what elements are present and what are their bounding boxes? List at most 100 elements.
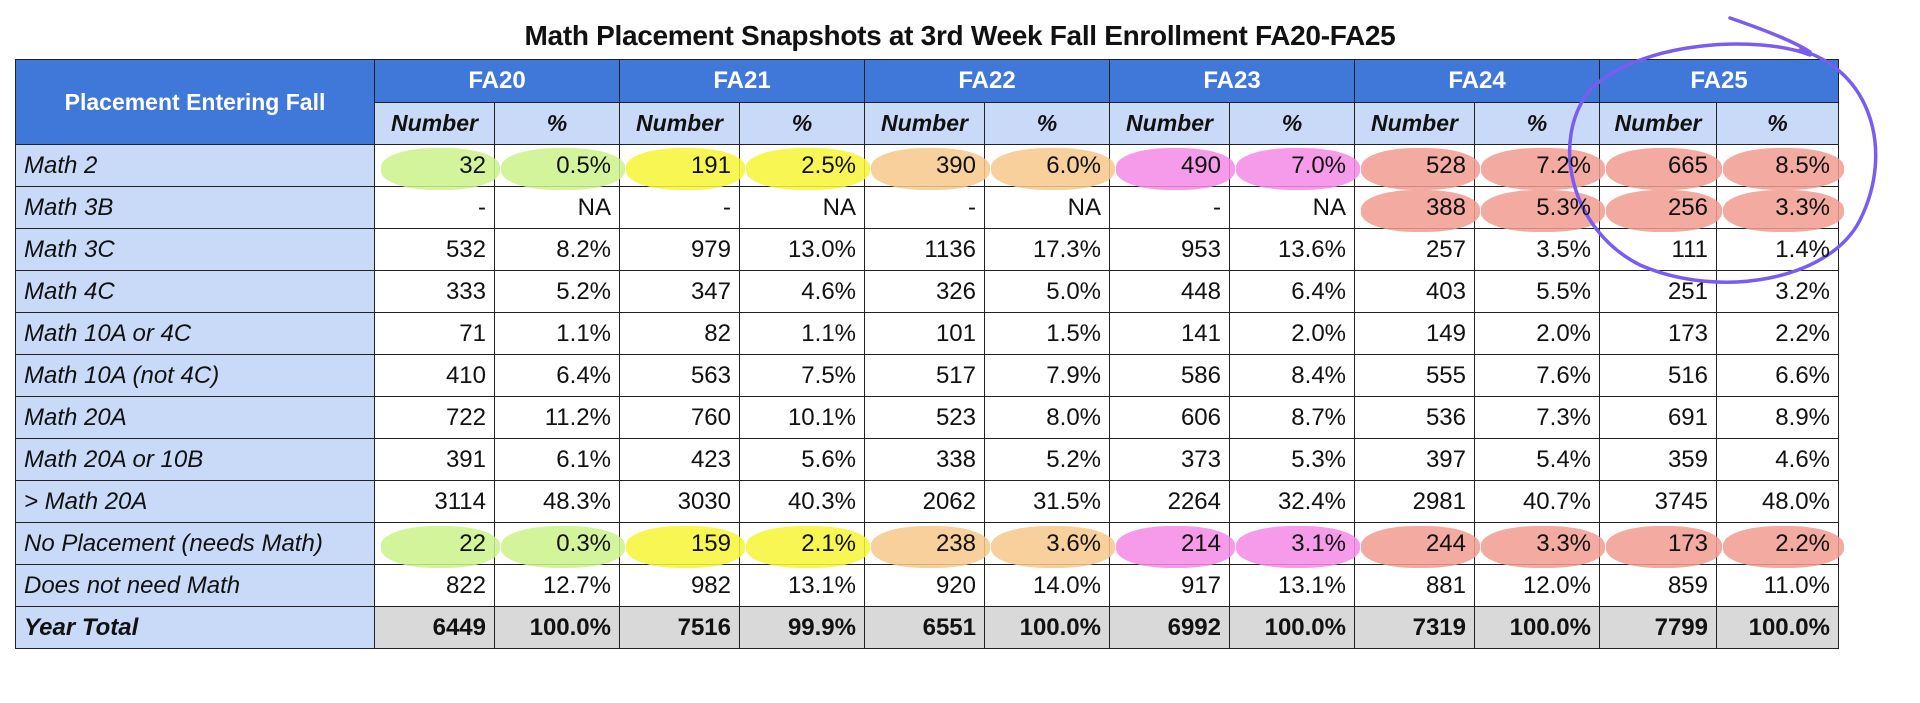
percent-cell: 100.0% xyxy=(1229,606,1355,649)
cell-value: 111 xyxy=(1671,235,1708,263)
cell-value: 1136 xyxy=(924,235,976,263)
cell-value: 5.2% xyxy=(556,277,611,305)
number-cell: 490 xyxy=(1109,144,1235,190)
number-cell: 159 xyxy=(619,522,745,568)
cell-value: 100.0% xyxy=(1264,613,1346,641)
cell-value: 423 xyxy=(690,445,731,473)
cell-value: 257 xyxy=(1425,235,1466,263)
percent-cell: 5.3% xyxy=(1229,438,1355,481)
row-label: Math 20A xyxy=(15,396,375,439)
number-cell: 528 xyxy=(1354,144,1480,190)
cell-value: 13.1% xyxy=(787,571,856,599)
cell-value: 12.0% xyxy=(1522,571,1591,599)
number-cell: 82 xyxy=(619,312,740,355)
cell-value: NA xyxy=(1067,193,1101,221)
page-title: Math Placement Snapshots at 3rd Week Fal… xyxy=(524,20,1396,51)
cell-value: 390 xyxy=(935,151,976,179)
cell-value: 5.0% xyxy=(1046,277,1101,305)
cell-value: 822 xyxy=(445,571,486,599)
percent-cell: 8.0% xyxy=(984,396,1110,439)
cell-value: 7.9% xyxy=(1046,361,1101,389)
percent-cell: 99.9% xyxy=(739,606,865,649)
cell-value: 536 xyxy=(1425,403,1466,431)
percent-cell: 6.6% xyxy=(1716,354,1839,397)
percent-cell: 8.4% xyxy=(1229,354,1355,397)
percent-cell: 2.5% xyxy=(739,144,870,190)
cell-value: 7516 xyxy=(677,613,731,641)
row-label: Math 10A or 4C xyxy=(15,312,375,355)
percent-cell: 14.0% xyxy=(984,564,1110,607)
highlighter-mark xyxy=(1116,526,1235,568)
cell-value: NA xyxy=(822,193,856,221)
cell-value: 31.5% xyxy=(1032,487,1101,515)
number-cell: - xyxy=(1109,186,1230,229)
cell-value: 7.0% xyxy=(1291,151,1346,179)
percent-cell: 3.1% xyxy=(1229,522,1360,568)
number-cell: 251 xyxy=(1599,270,1717,313)
cell-value: 7.2% xyxy=(1536,151,1591,179)
percent-subheader: % xyxy=(1474,102,1600,145)
row-label: Does not need Math xyxy=(15,564,375,607)
percent-subheader: % xyxy=(984,102,1110,145)
highlighter-mark xyxy=(501,526,625,568)
highlighter-mark xyxy=(746,526,870,568)
percent-cell: 13.6% xyxy=(1229,228,1355,271)
number-cell: 665 xyxy=(1599,144,1722,190)
cell-value: 3.1% xyxy=(1291,529,1346,557)
cell-value: 6.6% xyxy=(1775,361,1830,389)
table-row: Math 20A or 10B 391 6.1% 423 5.6% 338 5.2% 373 5… xyxy=(15,438,1839,481)
percent-cell: 40.7% xyxy=(1474,480,1600,523)
number-cell: 388 xyxy=(1354,186,1480,232)
table-row: Math 10A (not 4C) 410 6.4% 563 7.5% 517 7.9% 58… xyxy=(15,354,1839,397)
cell-value: 8.5% xyxy=(1775,151,1830,179)
cell-value: 982 xyxy=(690,571,731,599)
cell-value: 100.0% xyxy=(1019,613,1101,641)
cell-value: 159 xyxy=(690,529,731,557)
highlighter-mark xyxy=(991,526,1115,568)
number-cell: 523 xyxy=(864,396,985,439)
percent-cell: 6.1% xyxy=(494,438,620,481)
row-label: > Math 20A xyxy=(15,480,375,523)
number-cell: 7319 xyxy=(1354,606,1475,649)
cell-value: 917 xyxy=(1180,571,1221,599)
number-cell: 173 xyxy=(1599,312,1717,355)
number-cell: 111 xyxy=(1599,228,1717,271)
percent-cell: 1.1% xyxy=(494,312,620,355)
number-cell: 359 xyxy=(1599,438,1717,481)
cell-value: NA xyxy=(1312,193,1346,221)
percent-cell: 48.0% xyxy=(1716,480,1839,523)
cell-value: 2.2% xyxy=(1775,319,1830,347)
number-cell: 238 xyxy=(864,522,990,568)
percent-cell: 5.2% xyxy=(494,270,620,313)
cell-value: 4.6% xyxy=(1775,445,1830,473)
percent-cell: NA xyxy=(494,186,620,229)
number-cell: 691 xyxy=(1599,396,1717,439)
table-row: Math 3B - NA - NA - NA - NA 388 5.3% 256 3.3% xyxy=(15,186,1844,232)
cell-value: 100.0% xyxy=(1509,613,1591,641)
percent-cell: 7.2% xyxy=(1474,144,1605,190)
row-label: Math 4C xyxy=(15,270,375,313)
cell-value: 979 xyxy=(690,235,731,263)
row-label: Math 20A or 10B xyxy=(15,438,375,481)
number-cell: 6551 xyxy=(864,606,985,649)
number-cell: 859 xyxy=(1599,564,1717,607)
cell-value: 12.7% xyxy=(542,571,611,599)
cell-value: 6449 xyxy=(432,613,486,641)
row-label: Math 2 xyxy=(15,144,375,187)
cell-value: 920 xyxy=(935,571,976,599)
cell-value: 8.7% xyxy=(1291,403,1346,431)
percent-cell: 0.5% xyxy=(494,144,625,190)
cell-value: 760 xyxy=(690,403,731,431)
table-row: Does not need Math 822 12.7% 982 13.1% 920 14.… xyxy=(15,564,1839,607)
cell-value: 490 xyxy=(1180,151,1221,179)
cell-value: 516 xyxy=(1667,361,1708,389)
cell-value: 40.7% xyxy=(1522,487,1591,515)
table-row: Math 10A or 4C 71 1.1% 82 1.1% 101 1.5% 141 2.0%… xyxy=(15,312,1839,355)
percent-subheader: % xyxy=(494,102,620,145)
cell-value: 4.6% xyxy=(801,277,856,305)
number-cell: 536 xyxy=(1354,396,1475,439)
number-cell: 881 xyxy=(1354,564,1475,607)
cell-value: 13.1% xyxy=(1277,571,1346,599)
cell-value: 8.9% xyxy=(1775,403,1830,431)
highlighter-mark xyxy=(501,148,625,190)
